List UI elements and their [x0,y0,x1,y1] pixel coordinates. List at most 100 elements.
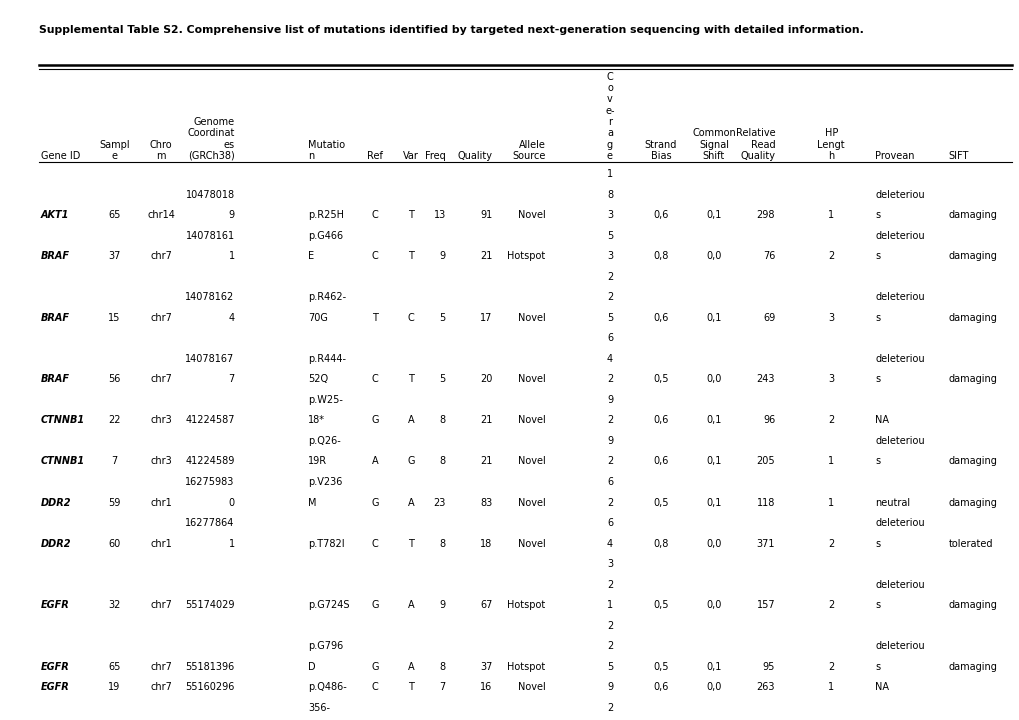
Text: 6: 6 [606,333,612,343]
Text: EGFR: EGFR [41,662,69,672]
Text: G: G [407,456,415,467]
Text: Var: Var [403,150,419,161]
Text: n: n [308,150,314,161]
Text: 13: 13 [433,210,445,220]
Text: 9: 9 [606,683,612,692]
Text: Sampl: Sampl [99,140,129,150]
Text: v: v [606,94,612,104]
Text: 55160296: 55160296 [185,683,234,692]
Text: 19: 19 [108,683,120,692]
Text: 0: 0 [228,498,234,508]
Text: 356-: 356- [308,703,330,713]
Text: Provean: Provean [874,150,914,161]
Text: deleteriou: deleteriou [874,189,924,199]
Text: 96: 96 [762,415,774,426]
Text: 4: 4 [228,312,234,323]
Text: 55174029: 55174029 [184,600,234,610]
Text: NA: NA [874,683,889,692]
Text: BRAF: BRAF [41,251,69,261]
Text: m: m [156,150,166,161]
Text: chr3: chr3 [150,415,172,426]
Text: Bias: Bias [650,150,671,161]
Text: Gene ID: Gene ID [41,150,81,161]
Text: 5: 5 [439,312,445,323]
Text: 37: 37 [480,662,492,672]
Text: damaging: damaging [948,498,997,508]
Text: 16277864: 16277864 [185,518,234,528]
Text: 76: 76 [762,251,774,261]
Text: 2: 2 [606,271,612,282]
Text: 4: 4 [606,354,612,364]
Text: NA: NA [874,415,889,426]
Text: 3: 3 [606,210,612,220]
Text: Hotspot: Hotspot [507,600,545,610]
Text: damaging: damaging [948,600,997,610]
Text: 0,1: 0,1 [705,210,721,220]
Text: Quality: Quality [740,150,774,161]
Text: deleteriou: deleteriou [874,641,924,651]
Text: T: T [408,374,414,384]
Text: 1: 1 [827,456,834,467]
Text: 1: 1 [827,210,834,220]
Text: 8: 8 [439,539,445,549]
Text: 2: 2 [606,498,612,508]
Text: Hotspot: Hotspot [507,662,545,672]
Text: damaging: damaging [948,662,997,672]
Text: C: C [408,312,414,323]
Text: T: T [372,312,378,323]
Text: 7: 7 [439,683,445,692]
Text: 70G: 70G [308,312,327,323]
Text: Genome: Genome [194,117,234,127]
Text: 8: 8 [439,456,445,467]
Text: 263: 263 [756,683,774,692]
Text: 0,1: 0,1 [705,312,721,323]
Text: p.W25-: p.W25- [308,395,342,405]
Text: DDR2: DDR2 [41,498,71,508]
Text: 41224589: 41224589 [185,456,234,467]
Text: 157: 157 [756,600,774,610]
Text: 18: 18 [480,539,492,549]
Text: p.G796: p.G796 [308,641,343,651]
Text: 0,6: 0,6 [652,683,668,692]
Text: 0,5: 0,5 [652,662,668,672]
Text: 20: 20 [480,374,492,384]
Text: Common: Common [692,128,735,138]
Text: T: T [408,539,414,549]
Text: Novel: Novel [518,374,545,384]
Text: 10478018: 10478018 [185,189,234,199]
Text: A: A [408,415,414,426]
Text: 0,6: 0,6 [652,415,668,426]
Text: Novel: Novel [518,415,545,426]
Text: E: E [308,251,314,261]
Text: Novel: Novel [518,539,545,549]
Text: 2: 2 [827,600,834,610]
Text: 3: 3 [606,251,612,261]
Text: chr1: chr1 [150,539,172,549]
Text: Ref: Ref [367,150,383,161]
Text: Coordinat: Coordinat [187,128,234,138]
Text: 298: 298 [756,210,774,220]
Text: 8: 8 [439,415,445,426]
Text: Quality: Quality [458,150,492,161]
Text: Source: Source [512,150,545,161]
Text: A: A [408,600,414,610]
Text: 1: 1 [228,539,234,549]
Text: deleteriou: deleteriou [874,292,924,302]
Text: damaging: damaging [948,456,997,467]
Text: 65: 65 [108,662,120,672]
Text: 14078167: 14078167 [185,354,234,364]
Text: Novel: Novel [518,498,545,508]
Text: 0,5: 0,5 [652,600,668,610]
Text: p.R25H: p.R25H [308,210,343,220]
Text: 0,0: 0,0 [705,374,721,384]
Text: C: C [372,210,378,220]
Text: 3: 3 [827,374,834,384]
Text: damaging: damaging [948,251,997,261]
Text: 0,1: 0,1 [705,456,721,467]
Text: 1: 1 [228,251,234,261]
Text: 22: 22 [108,415,120,426]
Text: 0,0: 0,0 [705,600,721,610]
Text: 5: 5 [606,662,612,672]
Text: 0,5: 0,5 [652,498,668,508]
Text: (GRCh38): (GRCh38) [187,150,234,161]
